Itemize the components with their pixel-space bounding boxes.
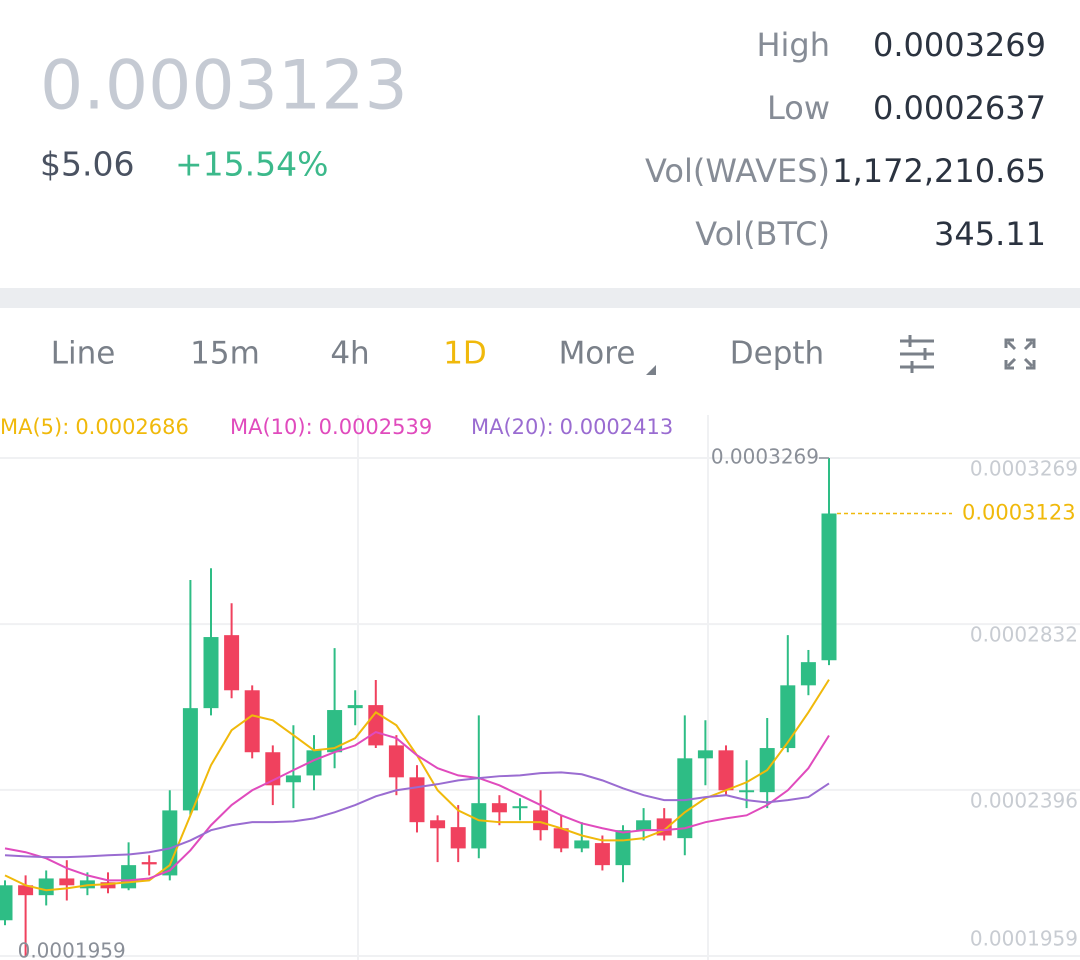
ma-line — [4, 731, 830, 882]
y-tick-label: 0.0002396 — [970, 788, 1078, 812]
candle-body — [780, 685, 796, 749]
candle-body — [38, 878, 54, 896]
candle-body — [471, 803, 487, 849]
tab[interactable]: 4h — [330, 336, 369, 372]
tab[interactable]: 15m — [190, 336, 260, 372]
candle-body — [18, 885, 34, 896]
candle-body — [450, 827, 466, 849]
max-label: 0.0003269 — [711, 445, 819, 469]
y-tick-label: 0.0003269 — [970, 457, 1078, 481]
min-label: 0.0001959 — [18, 939, 126, 960]
legend-value: 0.0002413 — [560, 415, 674, 439]
candle-body — [636, 820, 652, 831]
divider — [0, 288, 1080, 308]
stat-label: Vol(BTC) — [695, 215, 830, 253]
tab[interactable]: Line — [51, 336, 116, 372]
candle-body — [327, 710, 343, 753]
candle-body — [141, 862, 157, 865]
candle-body — [594, 843, 610, 866]
candle-body — [0, 885, 13, 921]
last-price-label: 0.0003123 — [962, 501, 1076, 525]
candle-body — [203, 637, 219, 709]
legend-value: 0.0002539 — [319, 415, 433, 439]
tabs: Line 15m 4h 1D More Depth — [51, 336, 825, 372]
candle-body — [162, 810, 178, 876]
stats: High 0.0003269 Low 0.0002637 Vol(WAVES) 1,172… — [645, 26, 1046, 253]
stat-value: 0.0003269 — [873, 26, 1046, 64]
y-tick-label: 0.0002832 — [970, 623, 1078, 647]
candle-body — [306, 750, 322, 776]
legend-entry: MA(10): 0.0002539 — [230, 415, 432, 439]
candle-body — [347, 705, 363, 709]
candle-body — [59, 878, 75, 886]
legend-name: MA(5): — [0, 415, 69, 439]
candle-body — [677, 758, 693, 839]
candle-body — [533, 810, 549, 831]
plot: 0.0003269 0.0002832 0.0002396 0.0001959 MA(5… — [0, 415, 1080, 960]
legend-name: MA(20): — [471, 415, 554, 439]
candle-body — [182, 708, 198, 811]
fullscreen-icon[interactable] — [1004, 338, 1036, 370]
candle-body — [491, 803, 507, 813]
price-change: +15.54% — [175, 145, 328, 184]
candle-body — [285, 775, 301, 783]
candle-body — [265, 752, 281, 786]
tab[interactable]: 1D — [443, 336, 487, 372]
y-tick-label: 0.0001959 — [970, 927, 1078, 951]
stat-label: Low — [767, 89, 830, 127]
candle-body — [512, 806, 528, 809]
candle-body — [697, 750, 713, 759]
legend-entry: MA(20): 0.0002413 — [471, 415, 673, 439]
stat-label: Vol(WAVES) — [645, 152, 830, 190]
candle-body — [244, 690, 260, 753]
candle-body — [574, 840, 590, 849]
candle-body — [718, 750, 734, 791]
stat-label: High — [756, 26, 830, 64]
more-caret — [646, 365, 656, 375]
candle-body — [800, 662, 816, 686]
tab[interactable]: Depth — [730, 336, 824, 372]
candle-body — [388, 745, 404, 778]
ma-line — [4, 771, 830, 859]
usd-price: $5.06 — [40, 145, 134, 184]
candle-body — [100, 882, 116, 889]
candle-body — [409, 777, 425, 823]
legend-entry: MA(5): 0.0002686 — [0, 415, 189, 439]
candle-body — [224, 635, 240, 691]
candle-body — [121, 865, 137, 889]
candle-body — [553, 828, 569, 849]
indicator-settings-icon[interactable] — [900, 335, 934, 373]
last-price: 0.0003123 — [40, 47, 408, 126]
stat-value: 345.11 — [934, 215, 1046, 253]
stat-value: 0.0002637 — [873, 89, 1046, 127]
candle-body — [739, 790, 755, 793]
legend-name: MA(10): — [230, 415, 313, 439]
candle-body — [615, 830, 631, 866]
candle-body — [430, 820, 446, 829]
tab[interactable]: More — [559, 336, 636, 372]
stat-value: 1,172,210.65 — [832, 152, 1046, 190]
legend-value: 0.0002686 — [75, 415, 189, 439]
candle-body — [821, 513, 837, 661]
